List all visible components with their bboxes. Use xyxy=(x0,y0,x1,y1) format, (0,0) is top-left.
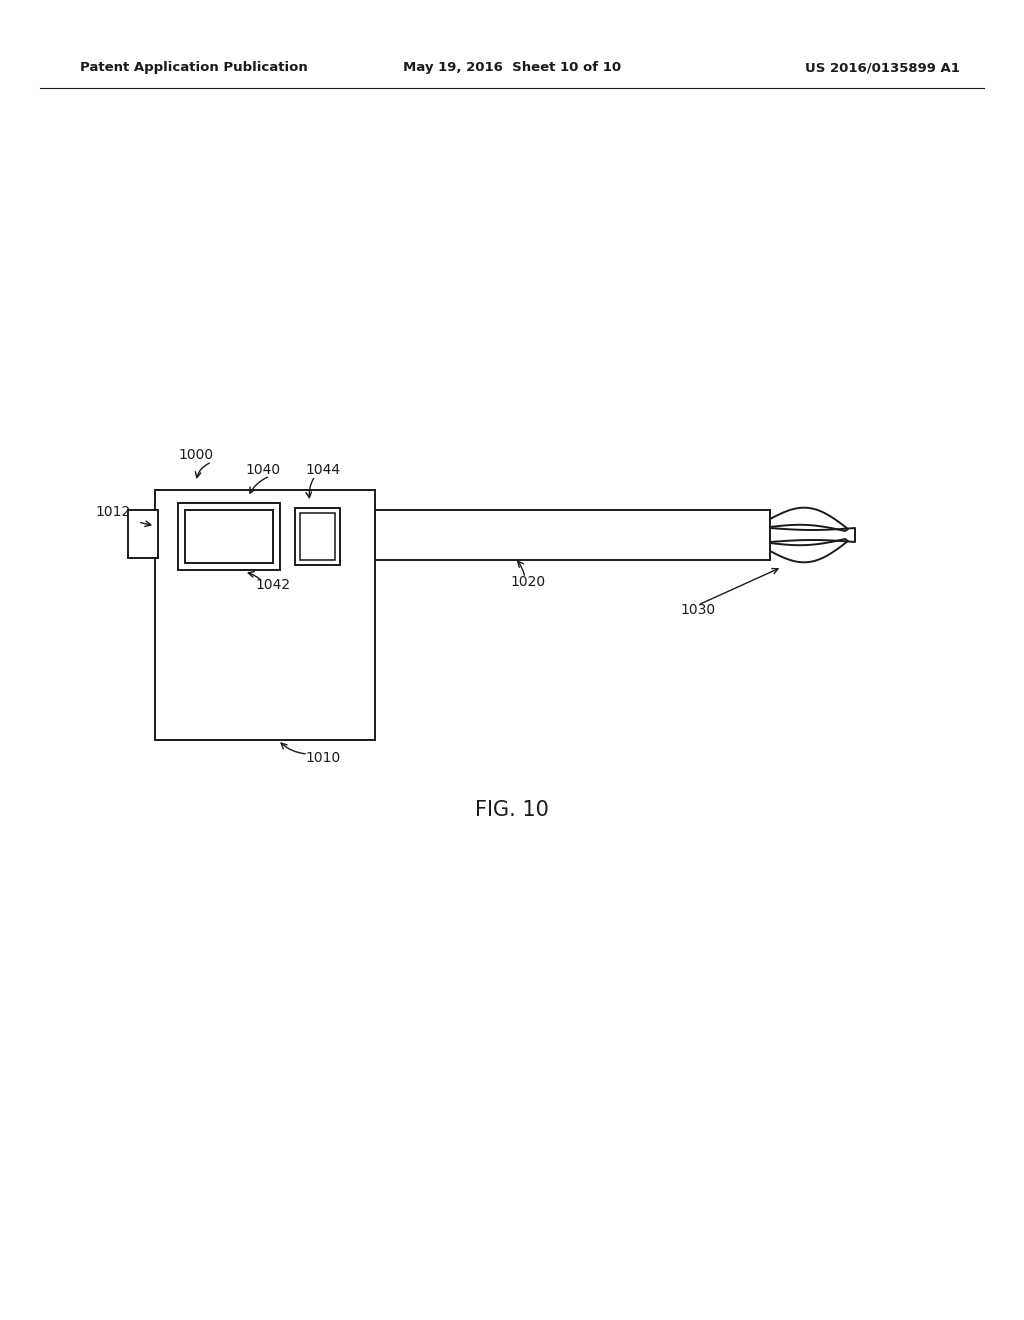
Bar xyxy=(128,510,158,558)
Text: US 2016/0135899 A1: US 2016/0135899 A1 xyxy=(805,62,961,74)
Text: 1044: 1044 xyxy=(305,463,340,477)
Text: 1000: 1000 xyxy=(178,447,213,462)
Polygon shape xyxy=(770,539,848,562)
Text: 1010: 1010 xyxy=(305,751,340,766)
Polygon shape xyxy=(770,508,848,531)
Text: 1020: 1020 xyxy=(510,576,545,589)
Bar xyxy=(300,513,335,560)
Bar xyxy=(178,503,280,570)
Polygon shape xyxy=(770,528,855,543)
Text: FIG. 10: FIG. 10 xyxy=(475,800,549,820)
Text: 1042: 1042 xyxy=(255,578,290,591)
Bar xyxy=(185,510,273,564)
Bar xyxy=(155,490,375,741)
Text: Patent Application Publication: Patent Application Publication xyxy=(80,62,308,74)
Bar xyxy=(375,510,770,560)
Bar xyxy=(295,508,340,565)
Text: 1030: 1030 xyxy=(680,603,715,616)
Text: 1012: 1012 xyxy=(95,506,130,519)
Text: May 19, 2016  Sheet 10 of 10: May 19, 2016 Sheet 10 of 10 xyxy=(402,62,622,74)
Text: 1040: 1040 xyxy=(245,463,281,477)
